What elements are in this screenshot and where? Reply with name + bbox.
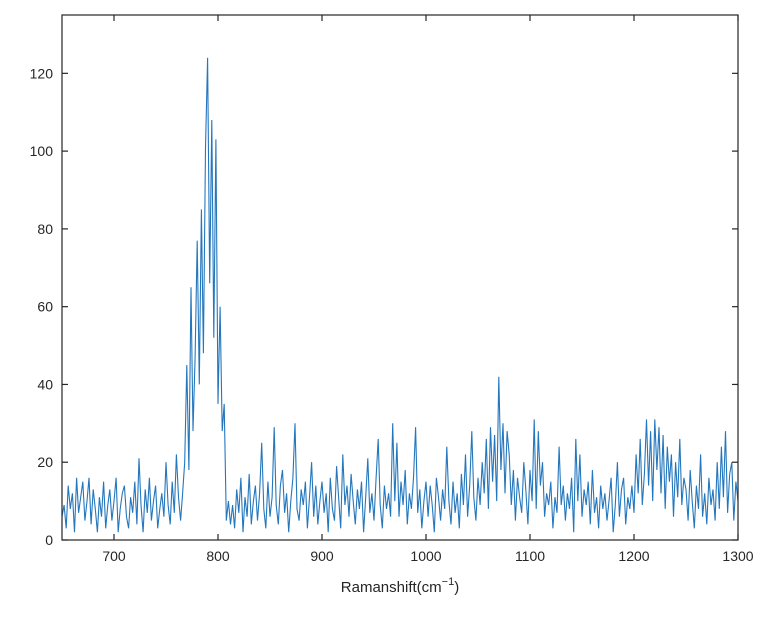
y-tick-label: 40 (37, 376, 53, 392)
y-tick-label: 0 (45, 532, 53, 548)
x-tick-label: 800 (206, 548, 230, 564)
x-axis-label-close: ) (454, 579, 459, 596)
spectrum-line (61, 57, 739, 533)
axis-ticks (62, 15, 739, 541)
y-tick-label: 20 (37, 454, 53, 470)
x-tick-label: 1200 (618, 548, 649, 564)
x-tick-label: 700 (102, 548, 126, 564)
data-series (61, 57, 739, 533)
y-tick-label: 100 (30, 143, 54, 159)
x-axis-label-main: Ramanshift(cm (341, 579, 442, 596)
x-axis-label-superscript: −1 (442, 576, 455, 588)
x-tick-label: 900 (310, 548, 334, 564)
x-tick-label: 1300 (722, 548, 753, 564)
plot-box (61, 14, 739, 541)
y-tick-label: 60 (37, 299, 53, 315)
x-axis-label: Ramanshift(cm−1) (341, 576, 459, 596)
x-tick-label: 1100 (515, 548, 545, 564)
y-tick-label: 120 (30, 65, 54, 81)
y-tick-label: 80 (37, 221, 53, 237)
axis-tick-labels: 700 800 900 1000 1100 1200 1300 0 20 40 60 80 100 120 (30, 65, 754, 564)
x-tick-label: 1000 (410, 548, 441, 564)
